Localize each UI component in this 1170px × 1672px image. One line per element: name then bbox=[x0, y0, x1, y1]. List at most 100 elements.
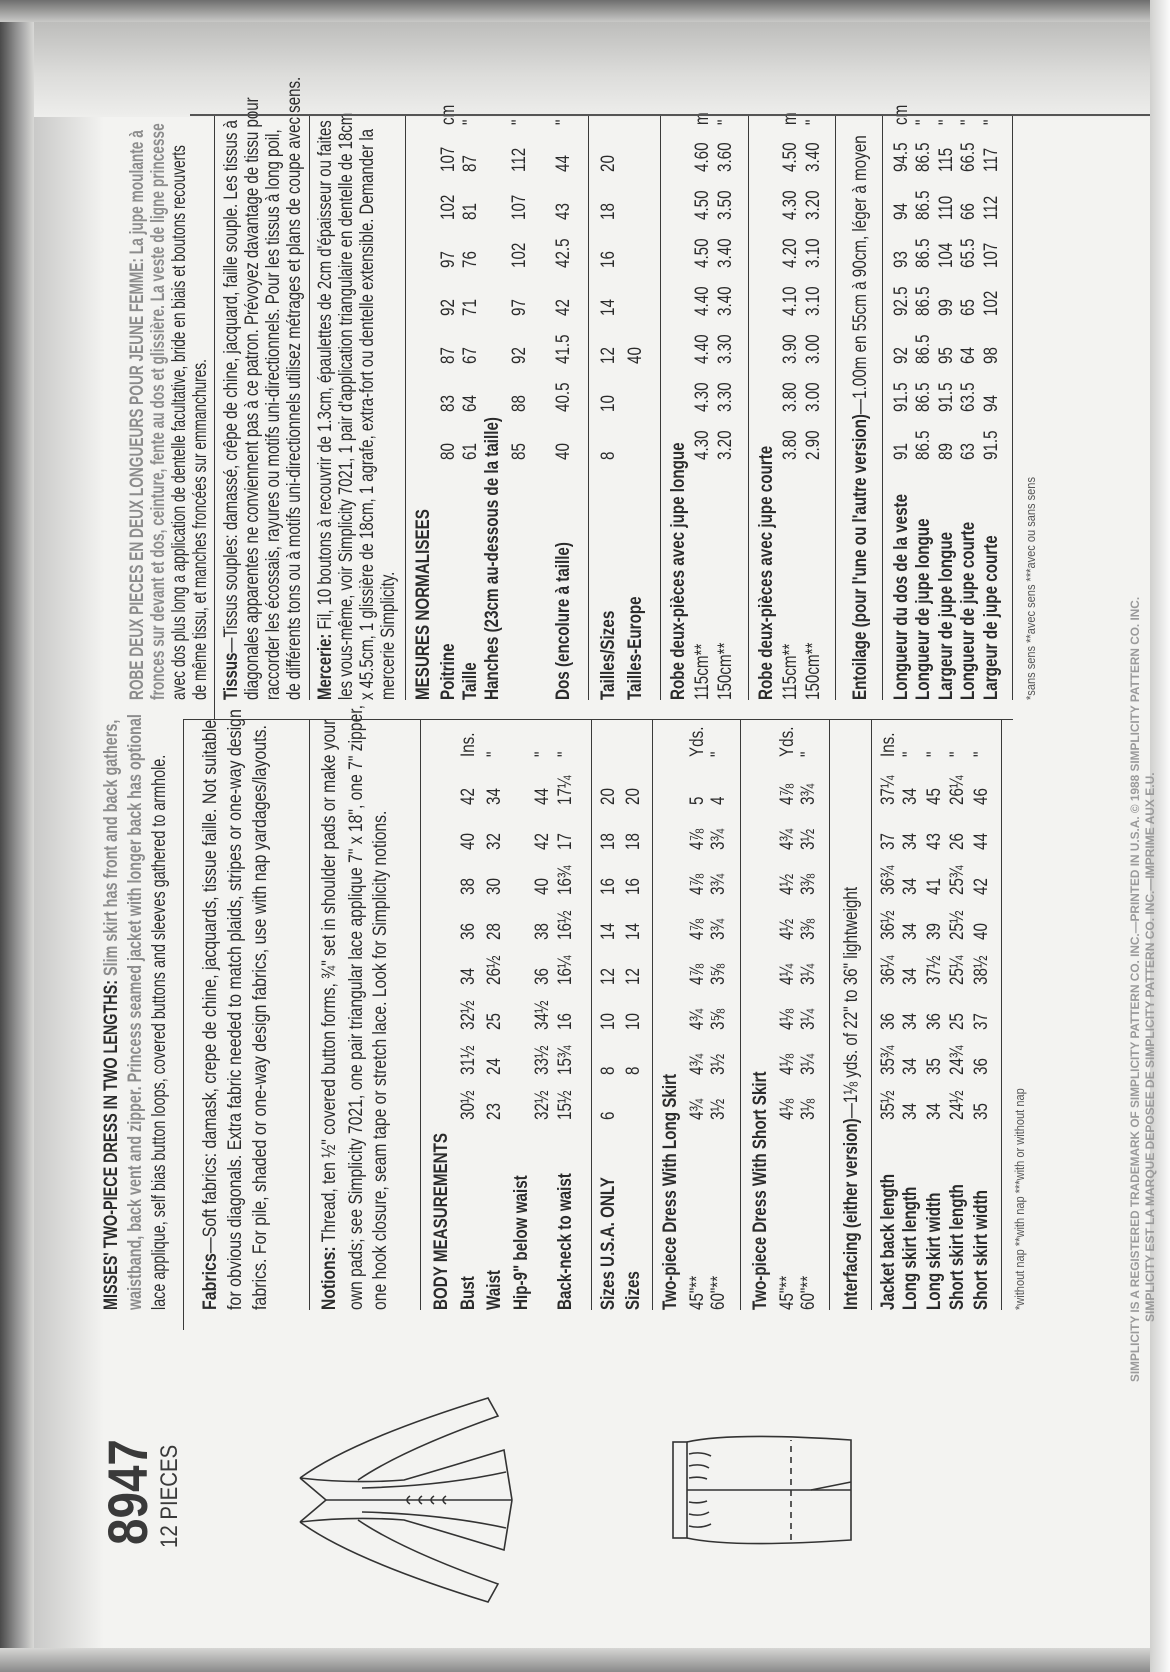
divider-line bbox=[309, 116, 310, 700]
value-cell: 34 bbox=[458, 968, 479, 985]
value-cell: 8 bbox=[598, 451, 619, 460]
value-cell: 40 bbox=[553, 443, 574, 460]
mercerie-paragraph-label: Mercerie: bbox=[315, 633, 336, 700]
value-cell: 87 bbox=[460, 155, 481, 172]
value-cell: 4.40 bbox=[692, 334, 713, 364]
value-cell: 35 bbox=[971, 1103, 992, 1120]
row-label: 45"** bbox=[687, 1275, 708, 1310]
value-cell: 41 bbox=[924, 878, 945, 895]
unit-cell: " bbox=[947, 751, 968, 757]
value-cell: 36 bbox=[532, 968, 553, 985]
section-heading: Robe deux-pièces avec jupe courte bbox=[756, 445, 777, 700]
value-cell: 97 bbox=[509, 299, 530, 316]
row-label: Tailles/Sizes bbox=[598, 610, 619, 700]
value-cell: 3.50 bbox=[715, 190, 736, 220]
value-cell: 42 bbox=[553, 299, 574, 316]
value-cell: 3.40 bbox=[715, 238, 736, 268]
row-label: 45"** bbox=[777, 1275, 798, 1310]
value-cell: 15½ bbox=[555, 1090, 576, 1120]
jacket-sleeve-right bbox=[299, 1397, 500, 1481]
trademark-line-french: SIMPLICITY EST LA MARQUE DEPOSEE DE SIMP… bbox=[1143, 772, 1157, 1322]
value-cell: 44 bbox=[532, 788, 553, 805]
jacket-princess-seams bbox=[361, 1471, 507, 1529]
value-cell: 42 bbox=[532, 833, 553, 850]
value-cell: 91.5 bbox=[936, 382, 957, 412]
mercerie-paragraph-text: Fil, 10 boutons à recouvrir de 1.3cm, ép… bbox=[315, 120, 336, 634]
value-cell: 12 bbox=[623, 968, 644, 985]
description-header-line: lace applique, self bias button loops, c… bbox=[149, 754, 170, 1310]
value-cell: 3¼ bbox=[798, 1053, 819, 1075]
value-cell: 63.5 bbox=[958, 382, 979, 412]
value-cell: 32½ bbox=[458, 1000, 479, 1030]
section-heading: Two-piece Dress With Long Skirt bbox=[660, 1073, 681, 1310]
value-cell: 89 bbox=[936, 443, 957, 460]
value-cell: 24½ bbox=[947, 1090, 968, 1120]
value-cell: 24 bbox=[484, 1058, 505, 1075]
fabrics-paragraph-line: Fabrics—Soft fabrics: damask, crepe de c… bbox=[200, 720, 221, 1310]
unit-cell: " bbox=[981, 119, 1002, 125]
description-header-label: waistband, back vent and zipper. Princes… bbox=[125, 714, 146, 1310]
column-separator bbox=[183, 719, 1013, 720]
row-label: 115cm** bbox=[692, 643, 713, 700]
value-cell: 32 bbox=[484, 833, 505, 850]
value-cell: 4⅛ bbox=[777, 1053, 798, 1075]
value-cell: 3.40 bbox=[803, 142, 824, 172]
value-cell: 4⅞ bbox=[687, 873, 708, 895]
footnote: *without nap **with nap ***with or witho… bbox=[1012, 1088, 1027, 1310]
value-cell: 38 bbox=[458, 878, 479, 895]
jacket-body-left bbox=[299, 1499, 513, 1552]
value-cell: 64 bbox=[460, 395, 481, 412]
value-cell: 86.5 bbox=[913, 334, 934, 364]
section-heading: Two-piece Dress With Short Skirt bbox=[750, 1071, 771, 1310]
row-label: 115cm** bbox=[780, 643, 801, 700]
value-cell: 30½ bbox=[458, 1090, 479, 1120]
mercerie-paragraph-line: les vous-même, voir Simplicity 7021, 1 p… bbox=[336, 113, 357, 700]
unit-cell: " bbox=[715, 119, 736, 125]
value-cell: 18 bbox=[623, 833, 644, 850]
envelope-flap-fold-line bbox=[190, 114, 1150, 116]
unit-cell: " bbox=[509, 119, 530, 125]
divider-line bbox=[871, 720, 872, 1310]
value-cell: 34 bbox=[484, 788, 505, 805]
value-cell: 92 bbox=[891, 347, 912, 364]
value-cell: 34 bbox=[900, 833, 921, 850]
jacket-neckline bbox=[299, 1477, 328, 1523]
value-cell: 3.60 bbox=[715, 142, 736, 172]
unit-cell: Yds. bbox=[687, 726, 708, 757]
french-column: ROBE DEUX PIECES EN DEUX LONGUEURS POUR … bbox=[0, 77, 1170, 720]
tissus-paragraph-text: de différents tons ou à motifs uni-direc… bbox=[284, 76, 305, 700]
trademark-line-english: SIMPLICITY IS A REGISTERED TRADEMARK OF … bbox=[1128, 596, 1142, 1382]
value-cell: 44 bbox=[971, 833, 992, 850]
description-header-line: waistband, back vent and zipper. Princes… bbox=[125, 714, 146, 1310]
unit-cell: " bbox=[936, 119, 957, 125]
value-cell: 86.5 bbox=[913, 142, 934, 172]
divider-line bbox=[748, 116, 749, 700]
interfacing-text: —1⅛ yds. of 22" to 36" lightweight bbox=[841, 886, 862, 1119]
value-cell: 34 bbox=[900, 968, 921, 985]
value-cell: 86.5 bbox=[913, 430, 934, 460]
value-cell: 4⅞ bbox=[687, 963, 708, 985]
description-header-text: lace applique, self bias button loops, c… bbox=[149, 754, 170, 1310]
fabrics-paragraph-line: fabrics. For pile, shaded or one-way des… bbox=[250, 725, 271, 1310]
value-cell: 16¾ bbox=[555, 865, 576, 895]
value-cell: 4¾ bbox=[687, 1098, 708, 1120]
value-cell: 8 bbox=[623, 1066, 644, 1075]
value-cell: 64 bbox=[958, 347, 979, 364]
value-cell: 66 bbox=[958, 203, 979, 220]
unit-cell: " bbox=[913, 119, 934, 125]
value-cell: 40 bbox=[458, 833, 479, 850]
value-cell: 30 bbox=[484, 878, 505, 895]
value-cell: 112 bbox=[509, 147, 530, 172]
value-cell: 4⅛ bbox=[777, 1098, 798, 1120]
row-label: Largeur de jupe longue bbox=[936, 531, 957, 700]
notions-paragraph-line: Notions: Thread, ten ½" covered button f… bbox=[319, 719, 340, 1310]
value-cell: 3½ bbox=[708, 1098, 729, 1120]
row-label: Bust bbox=[458, 1276, 479, 1310]
unit-cell: " bbox=[798, 751, 819, 757]
row-label: Jacket back length bbox=[878, 1173, 899, 1310]
value-cell: 3.10 bbox=[803, 238, 824, 268]
value-cell: 4⅞ bbox=[777, 783, 798, 805]
notions-paragraph-text: Thread, ten ½" covered button forms, ¾" … bbox=[319, 719, 340, 1247]
value-cell: 8 bbox=[598, 1066, 619, 1075]
notions-paragraph-text: one hook closure, seam tape or stretch l… bbox=[370, 810, 391, 1310]
